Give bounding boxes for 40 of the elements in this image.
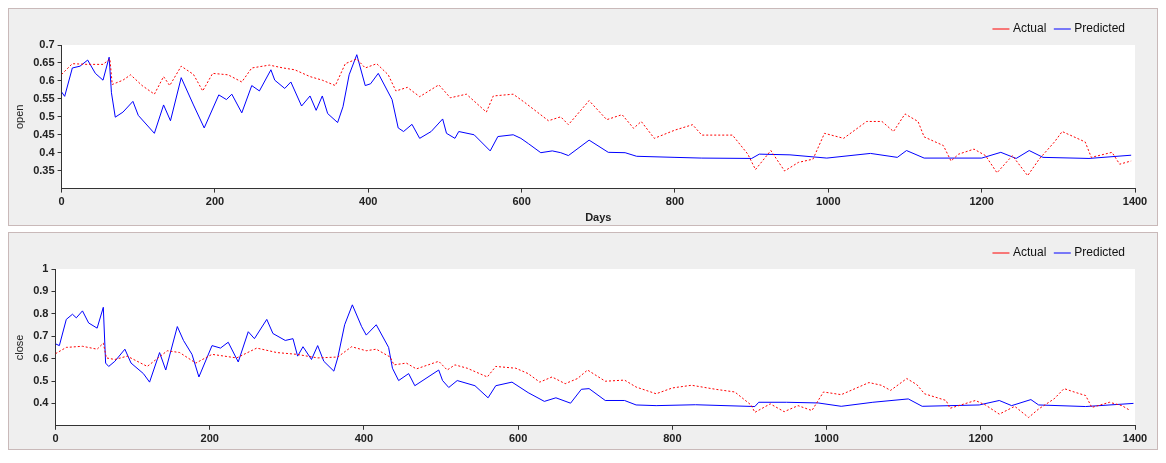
x-tick-label: 1200: [969, 195, 994, 208]
y-tick-label: 0.65: [33, 55, 55, 68]
x-tick-label: 600: [512, 195, 531, 208]
y-tick-label: 0.55: [33, 91, 55, 104]
y-tick-label: 0.6: [33, 351, 49, 364]
y-tick-label: 0.45: [33, 127, 55, 140]
x-tick-label: 400: [359, 195, 378, 208]
legend-label: Actual: [1012, 21, 1047, 36]
x-tick-label: 1400: [1122, 195, 1148, 208]
x-tick-label: 1200: [968, 432, 994, 445]
legend-label: Predicted: [1074, 245, 1126, 260]
x-tick-label: 1000: [814, 432, 839, 445]
x-tick-label: 0: [52, 432, 59, 445]
y-axis-title: open: [12, 104, 25, 130]
x-tick-label: 400: [354, 432, 374, 445]
x-tick-label: 600: [508, 432, 528, 445]
y-tick-label: 0.7: [33, 329, 49, 342]
x-axis-title: Days: [585, 211, 612, 224]
x-tick-label: 800: [663, 432, 682, 445]
y-tick-label: 0.8: [33, 306, 49, 319]
y-tick-label: 0.35: [33, 163, 55, 176]
y-tick-label: 0.5: [39, 109, 55, 122]
line-series: [55, 342, 1131, 419]
x-tick-label: 1000: [816, 195, 841, 208]
x-tick-label: 200: [205, 195, 225, 208]
y-tick-label: 0.4: [33, 396, 50, 409]
y-tick-label: 0.5: [33, 374, 49, 387]
y-tick-label: 1: [42, 262, 49, 275]
y-tick-label: 0.6: [39, 73, 55, 86]
y-axis-title: close: [12, 334, 25, 361]
x-tick-label: 0: [58, 195, 65, 208]
x-tick-label: 800: [665, 195, 685, 208]
y-tick-label: 0.9: [33, 284, 49, 297]
line-series: [61, 58, 1132, 177]
legend-label: Predicted: [1074, 21, 1126, 36]
x-tick-label: 200: [200, 432, 219, 445]
x-tick-label: 1400: [1122, 432, 1148, 445]
y-tick-label: 0.7: [39, 38, 55, 51]
legend-label: Actual: [1012, 245, 1047, 260]
y-tick-label: 0.4: [39, 145, 56, 158]
